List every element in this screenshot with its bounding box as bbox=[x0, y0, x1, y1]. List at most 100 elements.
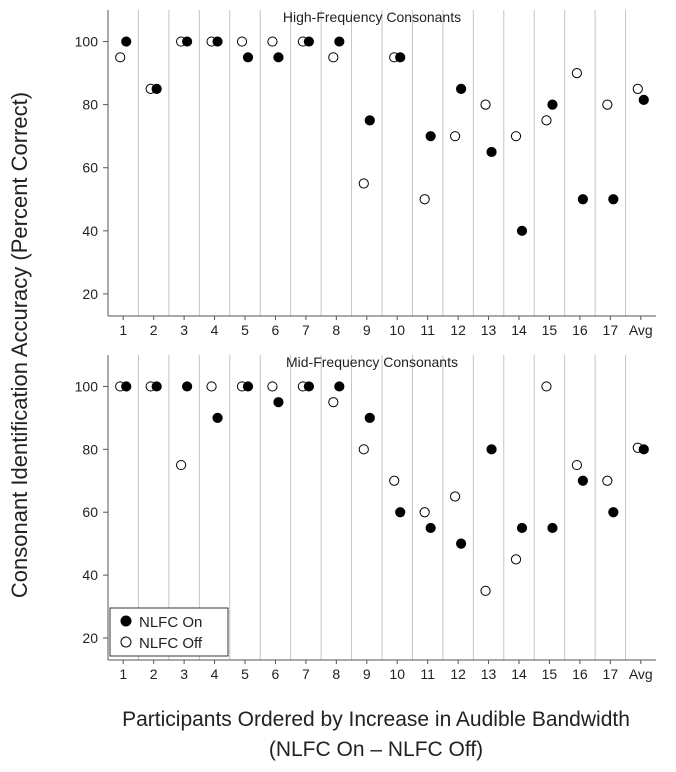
point-nlfc-off bbox=[571, 459, 582, 471]
point-nlfc-off bbox=[632, 83, 643, 94]
y-tick-label: 60 bbox=[82, 504, 98, 520]
point-nlfc-on bbox=[182, 381, 193, 392]
x-axis-label-line1: Participants Ordered by Increase in Audi… bbox=[122, 708, 630, 731]
point-nlfc-off bbox=[328, 397, 339, 408]
point-nlfc-on bbox=[456, 83, 467, 94]
point-nlfc-off bbox=[571, 67, 582, 79]
x-tick-label: 3 bbox=[180, 666, 188, 682]
point-nlfc-on bbox=[577, 194, 588, 205]
x-tick-label: 17 bbox=[603, 322, 619, 338]
x-tick-label: Avg bbox=[629, 666, 653, 682]
point-nlfc-on bbox=[608, 507, 619, 518]
point-nlfc-off bbox=[206, 381, 217, 392]
point-nlfc-off bbox=[236, 36, 248, 47]
point-nlfc-on bbox=[303, 36, 314, 47]
point-nlfc-on bbox=[425, 131, 436, 142]
point-nlfc-on bbox=[121, 36, 132, 47]
x-tick-label: 2 bbox=[150, 666, 158, 682]
x-tick-label: 7 bbox=[302, 666, 310, 682]
x-tick-label: 4 bbox=[211, 322, 219, 338]
point-nlfc-on bbox=[273, 52, 284, 63]
x-tick-label: 4 bbox=[211, 666, 219, 682]
x-tick-label: 5 bbox=[241, 322, 249, 338]
point-nlfc-on bbox=[547, 522, 558, 534]
point-nlfc-on bbox=[212, 412, 223, 423]
point-nlfc-on bbox=[608, 194, 619, 205]
point-nlfc-on bbox=[182, 36, 193, 47]
x-tick-label: 2 bbox=[150, 322, 158, 338]
point-nlfc-off bbox=[450, 491, 461, 502]
x-tick-label: 14 bbox=[511, 666, 527, 682]
point-nlfc-off bbox=[510, 554, 522, 565]
point-nlfc-on bbox=[273, 397, 284, 408]
y-tick-label: 40 bbox=[82, 567, 98, 583]
y-axis-label: Consonant Identification Accuracy (Perce… bbox=[7, 92, 32, 598]
point-nlfc-off bbox=[541, 381, 552, 392]
x-tick-label: 13 bbox=[481, 322, 497, 338]
legend-label-nlfc-on: NLFC On bbox=[139, 614, 202, 631]
legend-marker-nlfc-on bbox=[120, 615, 132, 627]
point-nlfc-on bbox=[516, 225, 528, 236]
point-nlfc-off bbox=[602, 475, 613, 486]
point-nlfc-off bbox=[419, 507, 430, 518]
point-nlfc-on bbox=[486, 146, 497, 158]
point-nlfc-off bbox=[115, 52, 126, 63]
x-tick-label: 16 bbox=[572, 322, 588, 338]
point-nlfc-on bbox=[486, 444, 497, 455]
point-nlfc-on bbox=[242, 52, 254, 63]
x-tick-label: 6 bbox=[272, 666, 280, 682]
point-nlfc-off bbox=[419, 194, 430, 205]
x-axis-label-line2: (NLFC On – NLFC Off) bbox=[269, 738, 483, 761]
point-nlfc-off bbox=[328, 52, 339, 63]
x-tick-label: 11 bbox=[420, 322, 435, 338]
point-nlfc-on bbox=[577, 475, 588, 486]
x-tick-label: 6 bbox=[272, 322, 280, 338]
y-tick-label: 60 bbox=[82, 160, 98, 176]
point-nlfc-on bbox=[364, 115, 375, 126]
x-tick-label: 3 bbox=[180, 322, 188, 338]
point-nlfc-on bbox=[547, 99, 558, 110]
point-nlfc-off bbox=[267, 36, 278, 47]
x-tick-label: 12 bbox=[450, 666, 466, 682]
x-tick-label: 15 bbox=[542, 666, 558, 682]
point-nlfc-off bbox=[176, 459, 187, 471]
x-tick-label: 10 bbox=[389, 666, 405, 682]
y-tick-label: 20 bbox=[82, 630, 98, 646]
point-nlfc-off bbox=[541, 115, 552, 126]
point-nlfc-off bbox=[602, 99, 613, 110]
y-tick-label: 100 bbox=[75, 378, 99, 394]
point-nlfc-off bbox=[480, 585, 491, 596]
x-tick-label: 8 bbox=[332, 322, 340, 338]
y-tick-label: 80 bbox=[82, 441, 98, 457]
x-tick-label: 10 bbox=[389, 322, 405, 338]
point-nlfc-on bbox=[242, 381, 254, 392]
point-nlfc-off bbox=[358, 178, 369, 189]
point-nlfc-on bbox=[456, 538, 467, 549]
point-nlfc-on bbox=[334, 36, 345, 47]
y-tick-label: 100 bbox=[75, 34, 99, 50]
point-nlfc-on bbox=[395, 52, 406, 63]
point-nlfc-on bbox=[151, 83, 162, 94]
legend-marker-nlfc-off bbox=[120, 636, 132, 648]
point-nlfc-on bbox=[516, 522, 528, 534]
point-nlfc-on bbox=[364, 412, 375, 423]
x-tick-label: 9 bbox=[363, 322, 371, 338]
x-tick-label: 16 bbox=[572, 666, 588, 682]
y-tick-label: 40 bbox=[82, 223, 98, 239]
point-nlfc-on bbox=[425, 522, 436, 534]
point-nlfc-off bbox=[267, 381, 278, 392]
panel-title: Mid-Frequency Consonants bbox=[286, 354, 458, 370]
panel-title: High-Frequency Consonants bbox=[283, 9, 461, 25]
point-nlfc-on bbox=[638, 444, 649, 455]
x-tick-label: 5 bbox=[241, 666, 249, 682]
x-tick-label: 9 bbox=[363, 666, 371, 682]
x-tick-label: 12 bbox=[450, 322, 466, 338]
point-nlfc-off bbox=[480, 99, 491, 110]
point-nlfc-off bbox=[358, 444, 369, 455]
x-tick-label: 7 bbox=[302, 322, 310, 338]
point-nlfc-on bbox=[334, 381, 345, 392]
